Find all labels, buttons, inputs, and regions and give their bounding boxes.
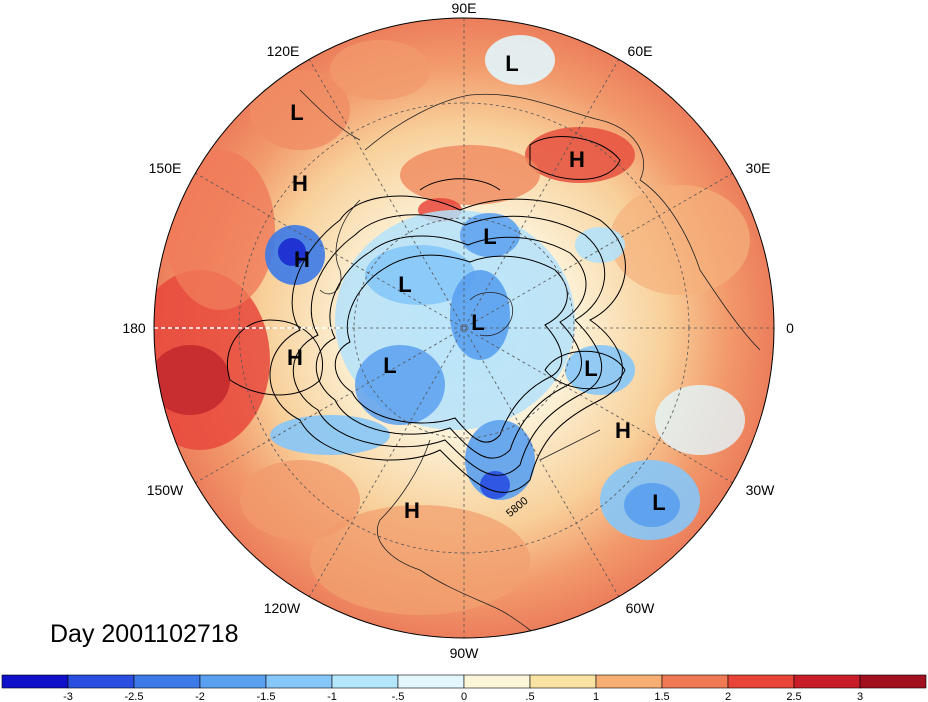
pressure-center-low: L — [505, 51, 518, 76]
lon-label-180: 180 — [122, 320, 146, 336]
coastlines — [299, 89, 761, 638]
colorbar-tick-label: 1 — [593, 691, 599, 702]
colorbar-tick-label: -3 — [63, 691, 73, 702]
graticule — [154, 18, 774, 638]
pressure-center-low: L — [383, 353, 396, 378]
colorbar-tick-label: -1 — [327, 691, 337, 702]
map-boundary — [153, 17, 775, 639]
longitude-labels: 90E 60E 30E 0 30W 60W 90W 120W 150W 180 … — [122, 0, 794, 661]
colorbar-swatch — [859, 674, 927, 689]
height-contours — [226, 136, 626, 493]
colorbar-swatch — [133, 674, 201, 689]
pressure-center-high: H — [615, 418, 631, 443]
pressure-center-low: L — [290, 100, 303, 125]
colorbar-swatch — [1, 674, 69, 689]
colorbar-tick-label: .5 — [525, 691, 534, 702]
colorbar-tick-label: 1.5 — [654, 691, 669, 702]
colorbar-swatch — [397, 674, 465, 689]
anomaly-field — [154, 18, 774, 638]
colorbar-swatch — [463, 674, 531, 689]
lon-label-30e: 30E — [746, 160, 771, 176]
pressure-centers: L L H H L H L L H L L H L H — [287, 51, 666, 523]
pressure-center-low: L — [471, 310, 484, 335]
pressure-center-high: H — [294, 247, 310, 272]
pressure-center-high: H — [404, 498, 420, 523]
lon-label-120e: 120E — [267, 43, 300, 59]
colorbar-tick-label: -2 — [195, 691, 205, 702]
lon-label-30w: 30W — [746, 482, 776, 498]
colorbar-tick-label: 2 — [725, 691, 731, 702]
pressure-center-low: L — [483, 224, 496, 249]
colorbar-tick-label: 3 — [857, 691, 863, 702]
lon-label-150w: 150W — [147, 482, 184, 498]
colorbar-swatch — [661, 674, 729, 689]
colorbar-tick-label: -.5 — [392, 691, 405, 702]
lon-label-150e: 150E — [149, 160, 182, 176]
pressure-center-high: H — [287, 345, 303, 370]
colorbar-tick-label: -1.5 — [257, 691, 276, 702]
colorbar-swatch — [67, 674, 135, 689]
lon-label-90e: 90E — [452, 0, 477, 16]
colorbar-tick-label: 2.5 — [786, 691, 801, 702]
pressure-center-low: L — [398, 272, 411, 297]
pressure-center-low: L — [652, 490, 665, 515]
colorbar-swatch — [793, 674, 861, 689]
lon-label-60w: 60W — [626, 600, 656, 616]
lon-label-120w: 120W — [264, 600, 301, 616]
colorbar-swatch — [199, 674, 267, 689]
colorbar-tick-label: -2.5 — [125, 691, 144, 702]
colorbar-swatch — [727, 674, 795, 689]
colorbar-swatch — [595, 674, 663, 689]
lon-label-60e: 60E — [628, 43, 653, 59]
pressure-center-high: H — [569, 147, 585, 172]
pressure-center-high: H — [292, 171, 308, 196]
colorbar-tick-label: 0 — [461, 691, 467, 702]
pressure-center-low: L — [584, 356, 597, 381]
colorbar-swatch — [331, 674, 399, 689]
colorbar-swatch — [265, 674, 333, 689]
lon-label-0: 0 — [786, 320, 794, 336]
colorbar-swatch — [529, 674, 597, 689]
lon-label-90w: 90W — [450, 645, 480, 661]
map-title: Day 2001102718 — [50, 620, 239, 648]
colorbar: -3 -2.5 -2 -1.5 -1 -.5 0 .5 1 1.5 2 2.5 3 — [1, 674, 927, 702]
